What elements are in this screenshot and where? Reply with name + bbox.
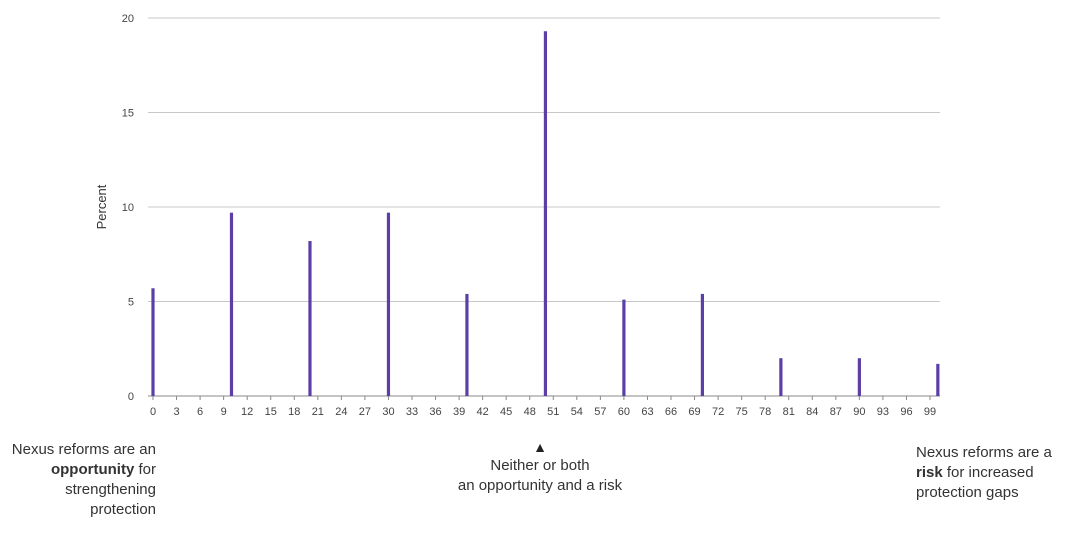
x-tick-label: 0 (150, 406, 156, 418)
y-tick-label: 20 (122, 13, 134, 25)
x-tick-label: 78 (759, 406, 771, 418)
x-tick-label: 18 (288, 406, 300, 418)
x-tick-label: 6 (197, 406, 203, 418)
x-axis-ticks: 0 3 6 9 12 15 18 21 24 27 30 33 36 39 42 45 48 51 54 57 60 63… (150, 396, 936, 418)
x-tick-label: 75 (736, 406, 748, 418)
x-tick-label: 45 (500, 406, 512, 418)
x-tick-label: 81 (783, 406, 795, 418)
x-tick-label: 63 (641, 406, 653, 418)
annotation-left-post: for strengthening protection (65, 461, 156, 518)
bar (622, 299, 626, 396)
annotation-right-bold: risk (916, 464, 943, 481)
bar (229, 212, 234, 396)
y-axis-ticks: 0 5 10 15 20 (122, 13, 134, 403)
y-axis-label: Percent (94, 184, 109, 229)
x-tick-label: 9 (221, 406, 227, 418)
x-tick-label: 51 (547, 406, 559, 418)
x-tick-label: 12 (241, 406, 253, 418)
x-tick-label: 96 (900, 406, 912, 418)
x-tick-label: 57 (594, 406, 606, 418)
bar (465, 293, 469, 396)
x-tick-label: 93 (877, 406, 889, 418)
bar (700, 293, 704, 396)
x-tick-label: 30 (382, 406, 394, 418)
x-tick-label: 15 (265, 406, 277, 418)
x-tick-label: 36 (429, 406, 441, 418)
annotation-risk: Nexus reforms are a risk for increased p… (916, 443, 1066, 503)
y-tick-label: 15 (122, 108, 134, 120)
bar (857, 358, 861, 396)
x-tick-label: 33 (406, 406, 418, 418)
x-tick-label: 66 (665, 406, 677, 418)
annotation-center-line1: Neither or both (490, 457, 590, 474)
annotation-opportunity: Nexus reforms are an opportunity for str… (8, 440, 156, 520)
bars (151, 31, 940, 396)
y-tick-label: 10 (122, 202, 134, 214)
triangle-up-icon: ▲ (533, 439, 547, 455)
y-tick-label: 0 (128, 391, 134, 403)
annotation-right-post: for increased protection gaps (916, 464, 1034, 501)
x-tick-label: 27 (359, 406, 371, 418)
x-tick-label: 48 (524, 406, 536, 418)
x-tick-label: 69 (688, 406, 700, 418)
bar (151, 288, 155, 396)
x-tick-label: 39 (453, 406, 465, 418)
bar (543, 31, 548, 396)
annotation-center-line2: an opportunity and a risk (457, 477, 623, 494)
annotation-left-pre: Nexus reforms are an (11, 441, 156, 458)
x-tick-label: 90 (853, 406, 865, 418)
annotation-right-pre: Nexus reforms are a (916, 444, 1052, 461)
x-tick-label: 84 (806, 406, 818, 418)
bar (779, 358, 783, 396)
x-tick-label: 21 (312, 406, 324, 418)
x-tick-label: 87 (830, 406, 842, 418)
x-tick-label: 42 (477, 406, 489, 418)
x-tick-label: 54 (571, 406, 583, 418)
x-tick-label: 72 (712, 406, 724, 418)
annotation-left-bold: opportunity (50, 461, 135, 478)
bar (386, 212, 391, 396)
y-tick-label: 5 (128, 297, 134, 309)
x-tick-label: 24 (335, 406, 347, 418)
annotation-neutral: ▲ Neither or both an opportunity and a r… (420, 438, 660, 496)
x-tick-label: 99 (924, 406, 936, 418)
bar (308, 241, 312, 396)
bar (936, 363, 940, 396)
x-tick-label: 3 (173, 406, 179, 418)
x-tick-label: 60 (618, 406, 630, 418)
